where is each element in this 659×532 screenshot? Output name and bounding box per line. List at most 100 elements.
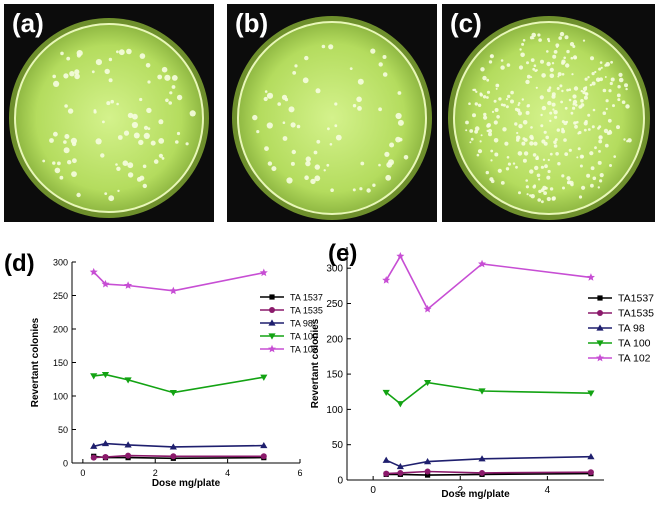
colony <box>591 81 596 86</box>
colony <box>139 53 146 59</box>
colony <box>321 44 326 49</box>
colony <box>482 95 487 99</box>
colony <box>385 174 392 181</box>
colony <box>284 97 289 102</box>
data-point <box>382 456 390 463</box>
colony <box>525 110 530 115</box>
colony <box>610 60 613 64</box>
data-point <box>382 275 391 284</box>
colony <box>572 106 576 110</box>
colony <box>117 135 123 140</box>
colony <box>562 186 565 190</box>
colony <box>591 72 595 76</box>
colony <box>598 139 603 144</box>
colony <box>610 77 615 82</box>
colony <box>613 155 616 158</box>
colony <box>580 99 584 103</box>
colony <box>584 77 588 81</box>
colony <box>468 102 471 105</box>
colony <box>535 69 538 72</box>
colony <box>618 72 623 77</box>
colony <box>330 188 334 192</box>
colony <box>523 138 528 142</box>
colony <box>551 196 556 201</box>
colony <box>552 54 557 59</box>
data-point <box>101 279 110 288</box>
colony <box>352 104 357 108</box>
colony <box>74 69 80 75</box>
colony <box>538 189 542 194</box>
colony <box>605 62 610 67</box>
colony <box>263 96 268 102</box>
colony <box>52 74 56 79</box>
data-point <box>479 469 486 476</box>
data-point <box>423 304 432 313</box>
colony <box>570 182 574 187</box>
colony <box>505 167 510 171</box>
colony <box>603 128 609 134</box>
colony <box>555 152 559 156</box>
colony <box>557 72 562 77</box>
colony <box>496 115 500 119</box>
colony <box>372 183 376 187</box>
colony <box>510 99 514 104</box>
colony <box>535 86 538 89</box>
colony <box>592 176 597 181</box>
colony <box>139 97 143 102</box>
colony <box>526 61 529 65</box>
colony <box>547 100 552 106</box>
colony <box>356 96 362 103</box>
x-axis-label: Dose mg/plate <box>152 478 221 489</box>
colony <box>598 67 602 71</box>
petri-dish-c <box>448 16 650 220</box>
data-point <box>478 259 487 268</box>
colony <box>145 63 151 68</box>
colony <box>538 178 541 181</box>
colony <box>546 175 551 180</box>
colony <box>557 162 561 166</box>
series-ta98 <box>382 453 595 470</box>
colony <box>591 125 595 129</box>
colony <box>161 157 165 160</box>
data-point <box>101 371 110 379</box>
colony <box>582 90 586 95</box>
data-point <box>396 251 405 260</box>
colony <box>138 139 144 146</box>
colony <box>516 131 519 135</box>
data-point <box>125 452 132 459</box>
colony <box>102 120 105 124</box>
colony <box>490 54 493 58</box>
colony <box>572 55 578 60</box>
colony <box>497 168 502 173</box>
colony <box>277 102 281 106</box>
colony <box>510 90 514 95</box>
colony <box>525 185 529 189</box>
colony <box>529 169 534 174</box>
y-axis-label: Revertant colonies <box>30 317 41 407</box>
series-ta102 <box>382 251 595 313</box>
colony <box>548 86 552 89</box>
legend-marker <box>597 310 603 316</box>
colony <box>594 146 597 150</box>
colony <box>143 125 149 130</box>
colony <box>397 91 402 95</box>
colony <box>592 108 596 112</box>
colony <box>500 103 504 107</box>
colony <box>133 132 140 139</box>
colony <box>564 152 569 157</box>
colony <box>612 104 615 108</box>
colony <box>533 141 538 146</box>
series-ta100 <box>90 371 268 397</box>
colony <box>52 161 56 165</box>
colony <box>53 80 60 87</box>
colony <box>540 165 544 169</box>
series-line <box>385 455 591 468</box>
colony <box>564 106 568 110</box>
colony <box>534 165 539 171</box>
colony <box>545 135 549 140</box>
colony <box>495 87 498 90</box>
colony <box>547 169 551 174</box>
colony <box>541 105 547 111</box>
colony <box>566 176 571 181</box>
x-tick-label: 0 <box>80 468 85 478</box>
